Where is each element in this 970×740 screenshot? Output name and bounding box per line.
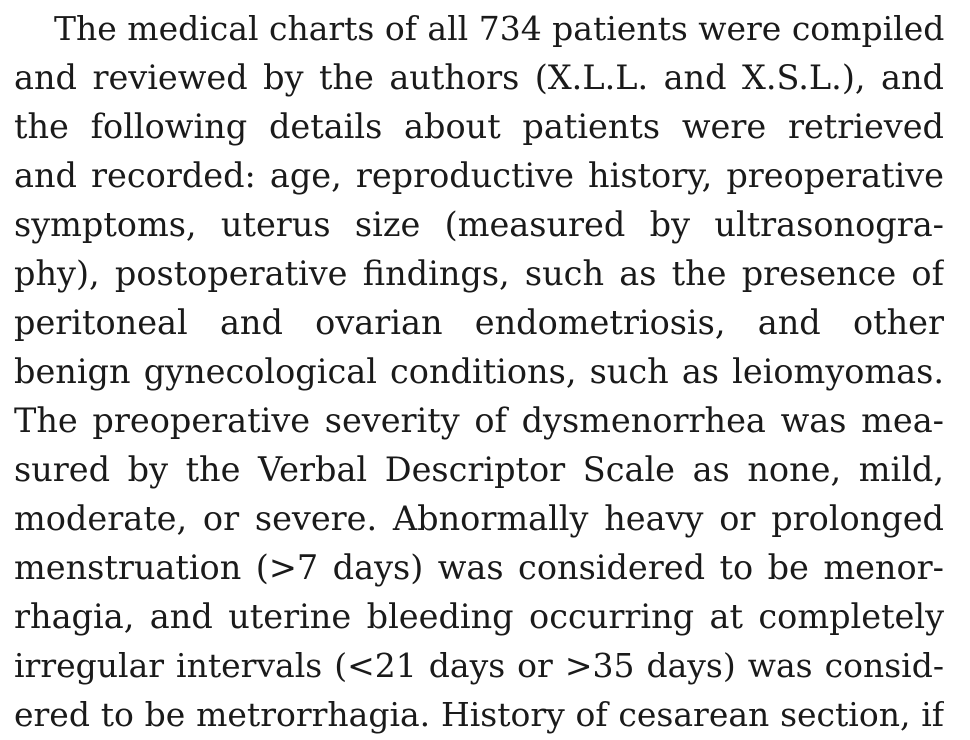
text-line: irregular intervals (<21 days or >35 day… [14, 646, 944, 685]
text-line: and reviewed by the authors (X.L.L. and … [14, 58, 944, 97]
text-line: peritoneal and ovarian endometriosis, an… [14, 303, 944, 342]
text-line: rhagia, and uterine bleeding occurring a… [14, 597, 944, 636]
text-line: The preoperative severity of dysmenorrhe… [14, 401, 944, 440]
text-line: menstruation (>7 days) was considered to… [14, 548, 944, 587]
text-line: moderate, or severe. Abnormally heavy or… [14, 499, 944, 538]
text-line: the following details about patients wer… [14, 107, 944, 146]
text-line: ered to be metrorrhagia. History of cesa… [14, 695, 944, 734]
text-line: benign gynecological conditions, such as… [14, 352, 944, 391]
text-line: sured by the Verbal Descriptor Scale as … [14, 450, 944, 489]
document-page: The medical charts of all 734 patients w… [14, 0, 944, 740]
text-line: and recorded: age, reproductive history,… [14, 156, 944, 195]
text-line: phy), postoperative findings, such as th… [14, 254, 944, 293]
text-line: symptoms, uterus size (measured by ultra… [14, 205, 944, 244]
text-line: The medical charts of all 734 patients w… [54, 9, 944, 48]
